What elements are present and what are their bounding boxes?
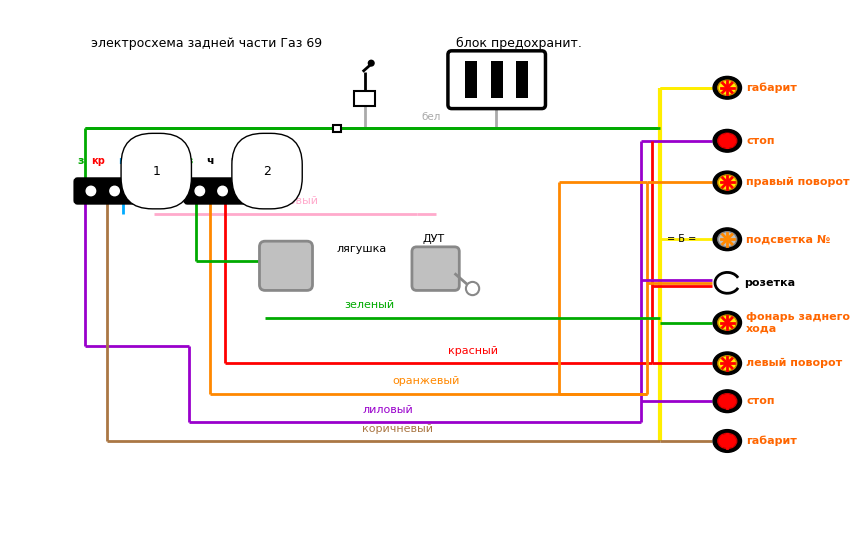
Text: 2: 2 (263, 165, 271, 178)
Text: лягушка: лягушка (336, 244, 387, 254)
Circle shape (86, 186, 96, 195)
FancyBboxPatch shape (412, 247, 459, 291)
FancyBboxPatch shape (75, 179, 158, 203)
Circle shape (218, 186, 227, 195)
Text: габарит: габарит (746, 436, 797, 446)
Text: левый поворот: левый поворот (746, 358, 842, 368)
Text: габарит: габарит (746, 82, 797, 93)
Ellipse shape (718, 356, 737, 371)
Bar (516, 61, 529, 98)
Circle shape (466, 282, 480, 295)
Ellipse shape (718, 315, 737, 330)
Ellipse shape (718, 80, 737, 95)
Text: 1: 1 (152, 165, 160, 178)
FancyBboxPatch shape (259, 241, 313, 291)
Ellipse shape (718, 394, 737, 409)
Ellipse shape (718, 175, 737, 190)
Text: стоп: стоп (746, 396, 775, 406)
Text: фонарь заднего
хода: фонарь заднего хода (746, 312, 850, 333)
Ellipse shape (713, 311, 741, 334)
Text: коричневый: коричневый (362, 424, 433, 435)
Circle shape (369, 60, 374, 66)
Ellipse shape (713, 352, 741, 375)
Text: зеленый: зеленый (344, 300, 394, 310)
Bar (465, 61, 477, 98)
Ellipse shape (713, 171, 741, 194)
Text: кр: кр (91, 156, 105, 166)
Text: г: г (118, 156, 124, 166)
Text: электросхема задней части Газ 69: электросхема задней части Газ 69 (91, 36, 322, 50)
Text: ч: ч (230, 156, 238, 166)
Bar (333, 125, 341, 132)
Text: бел: бел (421, 112, 441, 122)
Ellipse shape (713, 390, 741, 413)
Bar (354, 91, 375, 106)
Ellipse shape (718, 232, 737, 247)
Circle shape (240, 186, 250, 195)
Text: розовый: розовый (269, 196, 318, 206)
Ellipse shape (713, 76, 741, 99)
Text: з: з (186, 156, 193, 166)
Circle shape (110, 186, 120, 195)
FancyBboxPatch shape (448, 51, 546, 109)
Text: подсветка №: подсветка № (746, 234, 831, 244)
Ellipse shape (713, 430, 741, 452)
Ellipse shape (713, 129, 741, 152)
Ellipse shape (713, 228, 741, 251)
Text: розетка: розетка (745, 278, 796, 288)
Text: ч: ч (207, 156, 214, 166)
Ellipse shape (718, 433, 737, 449)
Bar (491, 61, 503, 98)
Text: = Б =: = Б = (667, 234, 697, 244)
Text: красный: красный (449, 346, 499, 356)
Text: з: з (77, 156, 84, 166)
Circle shape (195, 186, 205, 195)
Text: блок предохранит.: блок предохранит. (456, 36, 582, 50)
Text: ДУТ: ДУТ (423, 234, 445, 244)
Text: правый поворот: правый поворот (746, 178, 850, 188)
Ellipse shape (718, 133, 737, 148)
Text: лиловый: лиловый (362, 405, 413, 416)
FancyBboxPatch shape (184, 179, 264, 203)
Circle shape (133, 186, 143, 195)
Text: оранжевый: оранжевый (393, 376, 460, 386)
Text: стоп: стоп (746, 136, 775, 146)
